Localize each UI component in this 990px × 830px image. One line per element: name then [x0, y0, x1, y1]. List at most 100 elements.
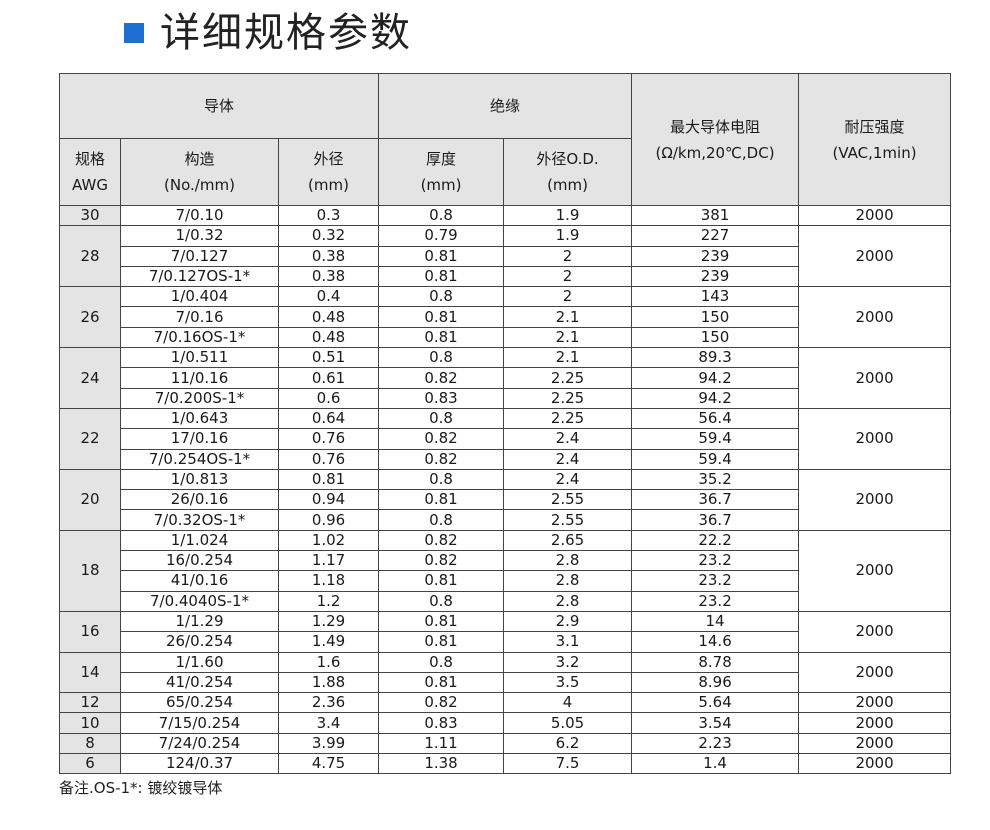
thickness-cell: 0.8: [378, 286, 505, 308]
resistance-cell: 239: [631, 245, 800, 267]
table-row: 11/0.16 0.61 0.82 2.25 94.2: [60, 367, 951, 389]
insulation-od-cell: 4: [503, 692, 633, 714]
insulation-od-cell: 2: [503, 286, 633, 308]
resistance-cell: 150: [631, 326, 800, 349]
conductor-od-cell: 1.88: [277, 671, 380, 694]
structure-cell: 7/0.16OS-1*: [120, 326, 279, 349]
resistance-cell: 94.2: [631, 387, 800, 409]
voltage-cell: 2000: [798, 468, 952, 531]
insulation-od-cell: 2.4: [503, 468, 633, 491]
insulation-od-header: 外径O.D. (mm): [503, 138, 633, 206]
insulation-od-cell: 5.05: [503, 712, 633, 734]
conductor-od-cell: 4.75: [277, 753, 380, 775]
thickness-cell: 0.8: [378, 347, 505, 369]
resistance-cell: 36.7: [631, 509, 800, 531]
conductor-od-cell: 0.38: [277, 265, 380, 288]
thickness-cell: 0.81: [378, 245, 505, 267]
resistance-cell: 227: [631, 225, 800, 247]
insulation-od-cell: 2.1: [503, 306, 633, 328]
structure-cell: 7/0.127: [120, 245, 279, 267]
voltage-cell: 2000: [798, 407, 952, 470]
structure-cell: 1/1.60: [120, 651, 279, 673]
conductor-od-cell: 0.38: [277, 245, 380, 267]
structure-cell: 7/0.4040S-1*: [120, 590, 279, 612]
awg-cell: 26: [59, 286, 121, 349]
thickness-cell: 0.82: [378, 550, 505, 572]
insulation-od-cell: 2.25: [503, 407, 633, 430]
resistance-cell: 8.96: [631, 671, 800, 694]
structure-cell: 7/0.10: [120, 204, 279, 227]
voltage-cell: 2000: [798, 225, 952, 288]
insulation-od-cell: 3.5: [503, 671, 633, 694]
resistance-cell: 150: [631, 306, 800, 328]
table-row: 26 1/0.404 0.4 0.8 2 143 2000: [59, 286, 952, 349]
resistance-cell: 59.4: [631, 448, 800, 470]
structure-cell: 26/0.16: [120, 489, 279, 511]
conductor-od-cell: 0.32: [277, 225, 380, 247]
awg-cell: 20: [59, 468, 121, 531]
insulation-od-cell: 2.65: [503, 529, 633, 552]
awg-cell: 24: [59, 347, 121, 409]
table-row: 18 1/1.024 1.02 0.82 2.65 22.2 2000: [59, 529, 952, 612]
table-row: 16 1/1.29 1.29 0.81 2.9 14 2000: [59, 610, 952, 653]
conductor-header: 导体: [58, 73, 380, 139]
thickness-cell: 0.8: [378, 204, 505, 227]
thickness-cell: 0.8: [378, 590, 505, 612]
insulation-od-cell: 2.9: [503, 610, 633, 633]
thickness-cell: 0.82: [378, 428, 505, 450]
spec-table: 导体 绝缘 最大导体电阻 (Ω/km,20℃,DC) 耐压强度 (VAC,1mi…: [58, 73, 952, 775]
awg-header: 规格 AWG: [59, 138, 121, 206]
insulation-od-cell: 1.9: [503, 204, 633, 227]
thickness-cell: 0.81: [378, 489, 505, 511]
structure-cell: 7/0.200S-1*: [120, 387, 279, 409]
insulation-od-cell: 2.8: [503, 590, 633, 612]
resistance-cell: 8.78: [631, 651, 800, 673]
thickness-cell: 0.83: [378, 712, 505, 734]
conductor-od-cell: 1.2: [277, 590, 380, 612]
resistance-cell: 22.2: [631, 529, 800, 552]
conductor-od-cell: 0.76: [277, 428, 380, 450]
conductor-od-cell: 0.48: [277, 306, 380, 328]
resistance-cell: 239: [631, 265, 800, 288]
insulation-od-cell: 2: [503, 245, 633, 267]
structure-cell: 7/0.16: [120, 306, 279, 328]
conductor-od-cell: 0.3: [277, 204, 380, 227]
awg-cell: 30: [59, 204, 121, 227]
resistance-cell: 56.4: [631, 407, 800, 430]
thickness-cell: 0.8: [378, 651, 505, 673]
table-row: 10 7/15/0.254 3.4 0.83 5.05 3.54 2000: [59, 712, 952, 734]
structure-cell: 124/0.37: [120, 753, 279, 775]
awg-cell: 16: [59, 610, 121, 653]
structure-cell: 16/0.254: [120, 550, 279, 572]
thickness-cell: 1.38: [378, 753, 505, 775]
table-row: 16/0.254 1.17 0.82 2.8 23.2: [60, 550, 951, 572]
structure-header: 构造 (No./mm): [120, 138, 279, 206]
structure-cell: 11/0.16: [120, 367, 279, 389]
insulation-od-cell: 6.2: [503, 732, 633, 755]
structure-cell: 7/0.127OS-1*: [120, 265, 279, 288]
spec-table-body: 30 7/0.10 0.3 0.8 1.9 381 2000 28 1/0.32 0.32 0.79…: [59, 204, 952, 775]
thickness-cell: 0.83: [378, 387, 505, 409]
table-row: 7/0.16OS-1* 0.48 0.81 2.1 150: [60, 326, 951, 349]
insulation-od-cell: 2.25: [503, 387, 633, 409]
thickness-header: 厚度 (mm): [378, 138, 505, 206]
voltage-cell: 2000: [798, 529, 952, 612]
voltage-cell: 2000: [798, 286, 952, 349]
resistance-cell: 1.4: [631, 753, 800, 775]
conductor-od-header: 外径 (mm): [277, 138, 380, 206]
conductor-od-cell: 1.18: [277, 570, 380, 592]
footnote: 备注.OS-1*: 镀绞镀导体: [59, 779, 223, 797]
structure-cell: 1/1.29: [120, 610, 279, 633]
insulation-od-cell: 2.8: [503, 570, 633, 592]
thickness-cell: 0.81: [378, 326, 505, 349]
conductor-od-cell: 0.6: [277, 387, 380, 409]
awg-cell: 22: [59, 407, 121, 470]
resistance-cell: 5.64: [631, 692, 800, 714]
thickness-cell: 0.82: [378, 448, 505, 470]
withstand-voltage-header: 耐压强度 (VAC,1min): [798, 73, 952, 206]
resistance-cell: 35.2: [631, 468, 800, 491]
voltage-cell: 2000: [798, 204, 952, 227]
conductor-od-cell: 0.81: [277, 468, 380, 491]
voltage-cell: 2000: [798, 753, 952, 775]
conductor-od-cell: 3.99: [277, 732, 380, 755]
